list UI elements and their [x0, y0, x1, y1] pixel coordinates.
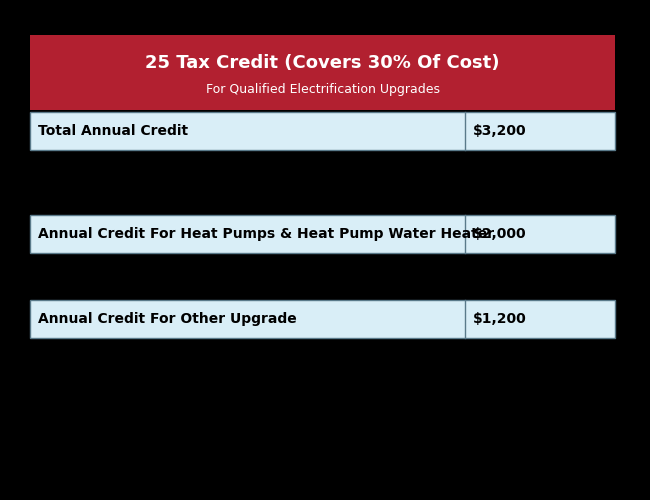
Text: Annual Credit For Other Upgrade: Annual Credit For Other Upgrade: [38, 312, 297, 326]
Text: Annual Credit For Heat Pumps & Heat Pump Water Heater: Annual Credit For Heat Pumps & Heat Pump…: [38, 227, 494, 241]
Text: $2,000: $2,000: [473, 227, 526, 241]
Bar: [30, 215, 615, 253]
Text: 25 Tax Credit (Covers 30% Of Cost): 25 Tax Credit (Covers 30% Of Cost): [145, 54, 500, 72]
Bar: [30, 112, 615, 150]
Text: $1,200: $1,200: [473, 312, 526, 326]
Bar: [30, 35, 615, 110]
Text: For Qualified Electrification Upgrades: For Qualified Electrification Upgrades: [205, 82, 439, 96]
Text: $3,200: $3,200: [473, 124, 526, 138]
Bar: [30, 300, 615, 338]
Text: Total Annual Credit: Total Annual Credit: [38, 124, 188, 138]
